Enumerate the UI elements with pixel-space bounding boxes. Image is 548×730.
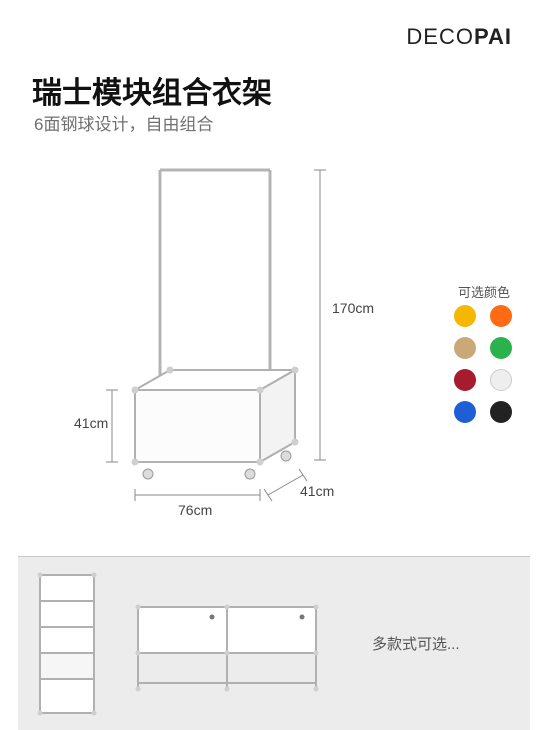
dim-width: 76cm <box>178 502 212 518</box>
footer-thumbnails: 多款式可选... <box>18 557 530 730</box>
dim-depth: 41cm <box>74 415 108 431</box>
dim-side: 41cm <box>300 483 334 499</box>
swatch-tan[interactable] <box>454 337 476 359</box>
swatch-white[interactable] <box>490 369 512 391</box>
swatch-green[interactable] <box>490 337 512 359</box>
swatch-yellow[interactable] <box>454 305 476 327</box>
swatch-black[interactable] <box>490 401 512 423</box>
brand-part1: DECO <box>406 24 474 49</box>
brand-part2: PAI <box>474 24 512 49</box>
swatch-heading: 可选颜色 <box>458 282 510 301</box>
dim-height: 170cm <box>332 300 374 316</box>
product-subtitle: 6面钢球设计，自由组合 <box>34 110 213 135</box>
swatch-orange[interactable] <box>490 305 512 327</box>
thumb-shelf <box>32 569 102 719</box>
brand-logo: DECOPAI <box>406 24 512 50</box>
product-diagram: 170cm 41cm 76cm 41cm <box>100 150 360 540</box>
thumb-sideboard <box>132 589 322 699</box>
product-title: 瑞士模块组合衣架 <box>32 68 272 112</box>
color-swatches <box>454 305 514 423</box>
swatch-blue[interactable] <box>454 401 476 423</box>
swatch-maroon[interactable] <box>454 369 476 391</box>
more-styles-text: 多款式可选... <box>372 633 460 654</box>
